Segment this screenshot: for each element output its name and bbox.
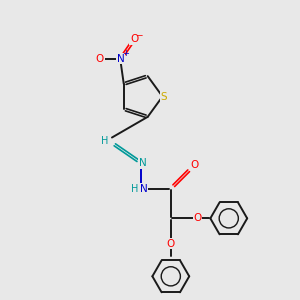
Text: N: N: [140, 184, 147, 194]
Text: −: −: [136, 30, 143, 39]
Text: +: +: [122, 49, 129, 58]
Text: O: O: [96, 54, 104, 64]
Text: H: H: [101, 136, 109, 146]
Text: H: H: [131, 184, 138, 194]
Text: O: O: [190, 160, 199, 170]
Text: N: N: [117, 54, 125, 64]
Text: S: S: [161, 92, 167, 101]
Text: O: O: [130, 34, 138, 44]
Text: N: N: [139, 158, 146, 168]
Text: O: O: [167, 238, 175, 249]
Text: O: O: [194, 213, 202, 224]
